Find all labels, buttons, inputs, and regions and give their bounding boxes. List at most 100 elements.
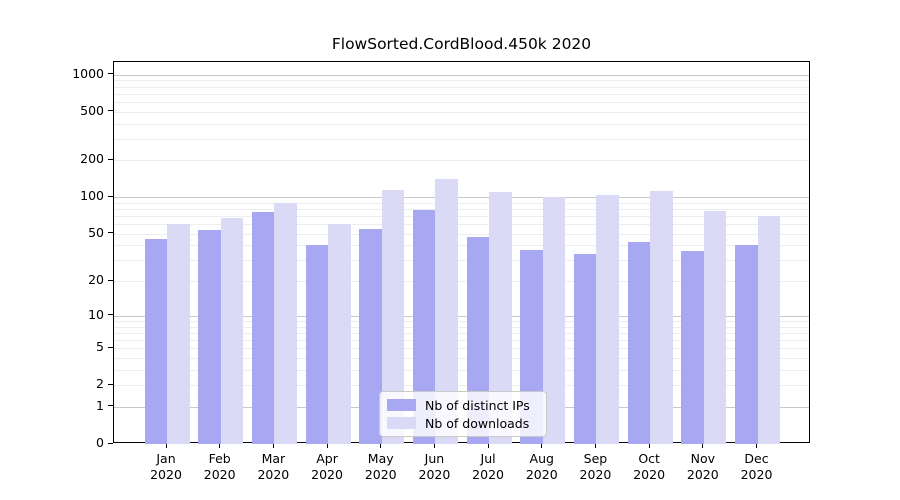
bar-jan-ips xyxy=(144,239,167,444)
legend-label-distinct-ips: Nb of distinct IPs xyxy=(425,397,530,413)
y-axis-tick xyxy=(108,195,113,197)
y-tick-label: 0 xyxy=(96,435,104,450)
y-axis-tick xyxy=(108,232,113,234)
gridline-minor xyxy=(114,339,809,341)
gridline-minor xyxy=(114,138,809,140)
gridline-minor xyxy=(114,209,809,211)
gridline-minor xyxy=(114,233,809,235)
x-tick-label: Oct 2020 xyxy=(633,451,666,482)
bar-oct-downloads xyxy=(650,191,673,444)
legend-swatch-distinct-ips xyxy=(387,399,416,411)
gridline-minor xyxy=(114,101,809,103)
bar-jan-downloads xyxy=(167,224,190,444)
y-tick-label: 50 xyxy=(88,224,104,240)
x-tick-label: Jul 2020 xyxy=(472,451,504,482)
gridline-minor xyxy=(114,123,809,125)
x-tick-label: Mar 2020 xyxy=(257,451,290,482)
y-axis-tick xyxy=(108,158,113,160)
gridline-minor xyxy=(114,160,809,162)
gridline-minor xyxy=(114,216,809,218)
bar-nov-ips xyxy=(681,250,704,444)
x-axis-tick xyxy=(648,443,650,448)
bar-may-downloads xyxy=(381,189,405,444)
bar-jun-ips xyxy=(412,210,436,444)
gridline-minor xyxy=(114,260,809,262)
x-axis-tick xyxy=(272,443,274,448)
x-tick-label: May 2020 xyxy=(364,451,397,482)
gridline-major xyxy=(114,315,809,317)
gridline-minor xyxy=(114,224,809,226)
gridline-minor xyxy=(114,93,809,95)
gridline-minor xyxy=(114,357,809,359)
bar-feb-ips xyxy=(198,229,221,444)
bar-aug-downloads xyxy=(542,197,566,444)
x-tick-label: Feb 2020 xyxy=(203,451,236,482)
bar-sep-ips xyxy=(573,253,597,444)
gridline-minor xyxy=(114,348,809,350)
legend: Nb of distinct IPs Nb of downloads xyxy=(379,391,547,437)
y-axis-tick xyxy=(108,110,113,112)
bar-jul-downloads xyxy=(489,192,512,444)
x-axis-tick xyxy=(594,443,596,448)
legend-label-downloads: Nb of downloads xyxy=(425,415,530,431)
y-tick-label: 200 xyxy=(80,151,104,167)
bar-dec-ips xyxy=(735,245,758,444)
gridline-minor xyxy=(114,80,809,82)
x-axis-tick xyxy=(380,443,382,448)
bar-apr-downloads xyxy=(328,224,351,444)
x-axis-tick xyxy=(487,443,489,448)
gridline-minor xyxy=(114,111,809,113)
bar-sep-downloads xyxy=(596,194,619,444)
y-axis-tick xyxy=(108,346,113,348)
chart-title: FlowSorted.CordBlood.450k 2020 xyxy=(331,35,592,53)
y-axis-tick xyxy=(108,314,113,316)
bar-oct-ips xyxy=(627,241,651,444)
y-tick-label: 1000 xyxy=(72,65,104,81)
y-tick-label: 500 xyxy=(80,102,104,118)
y-axis-tick xyxy=(108,442,113,444)
gridline-minor xyxy=(114,385,809,387)
x-tick-label: Nov 2020 xyxy=(686,451,719,482)
x-tick-label: Aug 2020 xyxy=(525,451,558,482)
x-axis-tick xyxy=(433,443,435,448)
x-tick-label: Dec 2020 xyxy=(740,451,773,482)
y-tick-label: 1 xyxy=(96,397,104,413)
bar-nov-downloads xyxy=(703,211,727,444)
y-tick-label: 2 xyxy=(96,376,104,392)
x-tick-label: Jun 2020 xyxy=(418,451,451,482)
x-axis-tick xyxy=(219,443,221,448)
bar-mar-ips xyxy=(251,212,275,444)
gridline-major xyxy=(114,197,809,199)
x-axis-tick xyxy=(165,443,167,448)
bar-feb-downloads xyxy=(220,217,244,444)
gridline-major xyxy=(114,74,809,76)
y-tick-label: 10 xyxy=(88,306,104,322)
gridline-minor xyxy=(114,281,809,283)
x-axis-tick xyxy=(756,443,757,448)
bar-apr-ips xyxy=(305,245,329,444)
gridline-minor xyxy=(114,369,809,371)
gridline-minor xyxy=(114,202,809,204)
x-axis-tick xyxy=(541,443,543,448)
bar-mar-downloads xyxy=(274,202,297,444)
x-tick-label: Jan 2020 xyxy=(150,451,182,482)
gridline-minor xyxy=(114,86,809,88)
x-axis-tick xyxy=(702,443,704,448)
plot-area xyxy=(113,61,810,444)
x-tick-label: Sep 2020 xyxy=(579,451,612,482)
legend-item-downloads: Nb of downloads xyxy=(387,417,546,430)
bar-dec-downloads xyxy=(757,216,780,444)
x-tick-label: Apr 2020 xyxy=(311,451,343,482)
legend-swatch-downloads xyxy=(387,417,416,429)
gridline-minor xyxy=(114,245,809,247)
bar-jun-downloads xyxy=(435,179,458,444)
y-axis-tick xyxy=(108,73,113,75)
y-tick-label: 100 xyxy=(80,188,104,204)
y-axis-tick xyxy=(108,383,113,385)
y-axis-tick xyxy=(108,279,113,281)
gridline-minor xyxy=(114,326,809,328)
y-tick-label: 5 xyxy=(96,339,104,355)
gridline-minor xyxy=(114,320,809,322)
bar-may-ips xyxy=(359,228,382,444)
